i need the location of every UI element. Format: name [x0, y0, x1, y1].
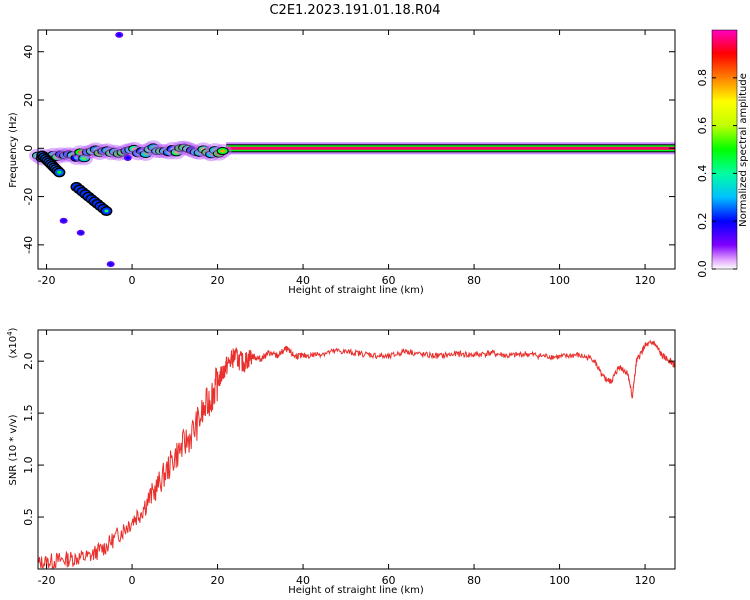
x-tick-label: 80: [467, 274, 481, 287]
scatter-core: [61, 219, 66, 223]
x-tick-label: 60: [382, 274, 396, 287]
snr-multiplier: (x104): [6, 327, 19, 358]
snr-axes: -20 0 20 40 60 80 100 120 0.5 1.0 1.5 2.0: [22, 330, 675, 587]
y-tick-label: 0: [22, 145, 35, 152]
low-branch-1-core: [57, 170, 62, 174]
x-tick-label: 0: [129, 274, 136, 287]
spectrogram-xlabel: Height of straight line (km): [288, 285, 424, 296]
colorbar-ticks: 0.0 0.2 0.4 0.6 0.8: [696, 69, 737, 278]
x-tick-label: 40: [296, 274, 310, 287]
x-tick-label: -20: [38, 574, 56, 587]
x-tick-label: 100: [549, 274, 570, 287]
colorbar-tick-label: 0.6: [696, 117, 709, 135]
x-tick-label: 20: [211, 274, 225, 287]
y-tick-label: -20: [22, 188, 35, 206]
chart-title: C2E1.2023.191.01.18.R04: [269, 3, 440, 18]
spectrogram-ylabel: Frequency (Hz): [8, 112, 19, 188]
snr-frame: [37, 329, 676, 570]
x-tick-label: 0: [129, 574, 136, 587]
snr-series-line: [37, 339, 676, 570]
spectrogram-axes: -20 0 20 40 60 80 100 120 -40 -20 0 20 40: [22, 30, 675, 287]
x-tick-label: 80: [467, 574, 481, 587]
low-branch-2-core: [104, 209, 109, 213]
colorbar-tick-label: 0.2: [696, 212, 709, 230]
snr-panel: [37, 339, 676, 570]
scatter-core: [78, 231, 83, 235]
x-tick-label: 120: [635, 574, 656, 587]
x-tick-label: 100: [549, 574, 570, 587]
y-tick-label: 1.0: [22, 456, 35, 474]
x-tick-label: 20: [211, 574, 225, 587]
x-tick-label: 120: [635, 274, 656, 287]
y-tick-label: 40: [22, 45, 35, 59]
main-line-core: [226, 146, 676, 150]
spectrogram-panel: [29, 31, 676, 268]
x-tick-label: -20: [38, 274, 56, 287]
colorbar-label: Normalized spectral amplitude: [738, 73, 749, 227]
snr-xlabel: Height of straight line (km): [288, 585, 424, 596]
y-tick-label: -40: [22, 236, 35, 254]
colorbar-tick-label: 0.4: [696, 165, 709, 183]
colorbar-tick-label: 0.8: [696, 69, 709, 87]
y-tick-label: 2.0: [22, 352, 35, 370]
colorbar: [711, 29, 738, 270]
x-tick-label: 40: [296, 574, 310, 587]
cluster-core: [220, 149, 226, 153]
y-tick-label: 0.5: [22, 508, 35, 526]
scatter-core: [125, 156, 130, 160]
x-tick-label: 60: [382, 574, 396, 587]
scatter-core: [117, 33, 122, 37]
y-tick-label: 20: [22, 93, 35, 107]
y-tick-label: 1.5: [22, 404, 35, 422]
scatter-core: [108, 262, 113, 266]
snr-ylabel: SNR (10 * v/v): [8, 414, 19, 485]
colorbar-tick-label: 0.0: [696, 260, 709, 278]
spectrogram-frame: [37, 29, 676, 270]
